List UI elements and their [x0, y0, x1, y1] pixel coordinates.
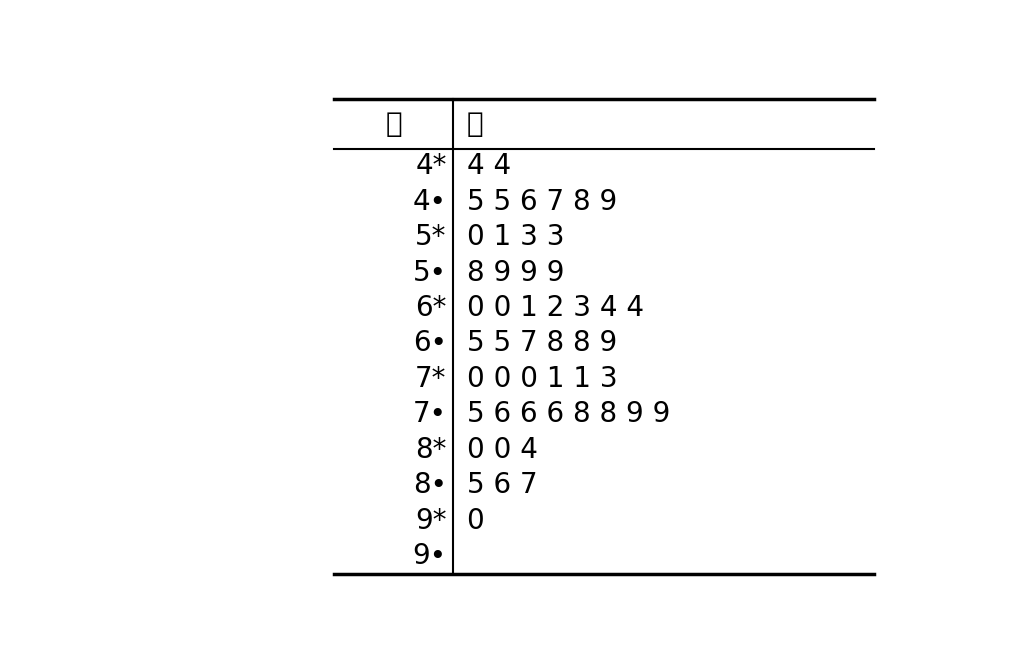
- Text: 6•: 6•: [413, 329, 446, 358]
- Text: 9•: 9•: [413, 542, 446, 570]
- Text: 葉: 葉: [467, 110, 483, 138]
- Text: 5 5 6 7 8 9: 5 5 6 7 8 9: [467, 188, 616, 216]
- Text: 8 9 9 9: 8 9 9 9: [467, 258, 564, 287]
- Text: 4*: 4*: [415, 152, 446, 180]
- Text: 5 5 7 8 8 9: 5 5 7 8 8 9: [467, 329, 616, 358]
- Text: 5 6 7: 5 6 7: [467, 471, 538, 499]
- Text: 0 0 4: 0 0 4: [467, 436, 538, 464]
- Text: 0: 0: [467, 506, 484, 535]
- Text: 茎: 茎: [385, 110, 402, 138]
- Text: 0 0 0 1 1 3: 0 0 0 1 1 3: [467, 365, 617, 393]
- Text: 0 1 3 3: 0 1 3 3: [467, 223, 564, 251]
- Text: 0 0 1 2 3 4 4: 0 0 1 2 3 4 4: [467, 294, 643, 322]
- Text: 4 4: 4 4: [467, 152, 511, 180]
- Text: 7*: 7*: [415, 365, 446, 393]
- Text: 4•: 4•: [413, 188, 446, 216]
- Text: 5*: 5*: [415, 223, 446, 251]
- Text: 6*: 6*: [415, 294, 446, 322]
- Text: 8*: 8*: [415, 436, 446, 464]
- Text: 7•: 7•: [413, 400, 446, 428]
- Text: 8•: 8•: [413, 471, 446, 499]
- Text: 5 6 6 6 8 8 9 9: 5 6 6 6 8 8 9 9: [467, 400, 670, 428]
- Text: 9*: 9*: [415, 506, 446, 535]
- Text: 5•: 5•: [413, 258, 446, 287]
